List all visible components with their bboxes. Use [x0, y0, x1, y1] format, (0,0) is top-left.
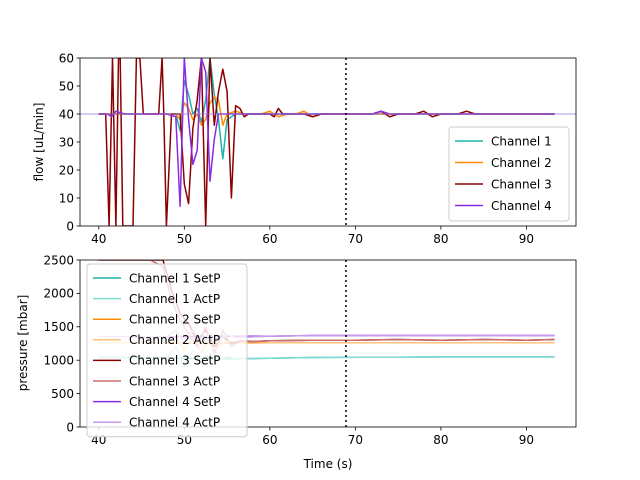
flow-y-tick-label: 40: [59, 107, 74, 121]
pressure-legend-label: Channel 2 SetP: [129, 313, 220, 327]
pressure-y-tick-label: 2000: [43, 287, 74, 301]
flow-legend-label: Channel 3: [491, 177, 552, 191]
pressure-legend-label: Channel 3 ActP: [129, 374, 220, 388]
pressure-y-tick-label: 1000: [43, 354, 74, 368]
pressure-legend-label: Channel 1 SetP: [129, 271, 220, 285]
pressure-y-tick-label: 500: [51, 387, 74, 401]
flow-x-tick-label: 50: [177, 232, 192, 246]
flow-x-tick-label: 60: [262, 232, 277, 246]
pressure-legend-label: Channel 1 ActP: [129, 292, 220, 306]
pressure-legend: [86, 263, 248, 438]
pressure-y-axis-label: pressure [mbar]: [16, 295, 30, 392]
pressure-y-tick-label: 1500: [43, 320, 74, 334]
pressure-y-tick-label: 0: [66, 420, 74, 434]
flow-x-tick-label: 80: [433, 232, 448, 246]
pressure-x-tick-label: 80: [433, 433, 448, 447]
pressure-x-tick-label: 60: [262, 433, 277, 447]
flow-x-tick-label: 70: [348, 232, 363, 246]
pressure-y-tick-label: 2500: [43, 253, 74, 267]
pressure-legend-label: Channel 4 ActP: [129, 416, 220, 430]
pressure-x-axis-label: Time (s): [303, 457, 353, 471]
pressure-x-tick-label: 90: [519, 433, 534, 447]
pressure-legend-label: Channel 4 SetP: [129, 395, 220, 409]
pressure-x-tick-label: 70: [348, 433, 363, 447]
flow-y-tick-label: 30: [59, 135, 74, 149]
flow-legend-label: Channel 4: [491, 199, 552, 213]
flow-y-tick-label: 0: [66, 219, 74, 233]
flow-legend-label: Channel 1: [491, 134, 552, 148]
flow-x-tick-label: 40: [91, 232, 106, 246]
pressure-plot-frame: [79, 259, 577, 428]
flow-y-tick-label: 50: [59, 79, 74, 93]
flow-y-tick-label: 20: [59, 163, 74, 177]
flow-y-tick-label: 10: [59, 191, 74, 205]
flow-legend-label: Channel 2: [491, 156, 552, 170]
flow-legend: [448, 126, 570, 222]
flow-y-axis-label: flow [uL/min]: [32, 103, 46, 182]
flow-x-tick-label: 90: [519, 232, 534, 246]
flow-y-tick-label: 60: [59, 51, 74, 65]
pressure-legend-label: Channel 2 ActP: [129, 333, 220, 347]
pressure-legend-label: Channel 3 SetP: [129, 354, 220, 368]
